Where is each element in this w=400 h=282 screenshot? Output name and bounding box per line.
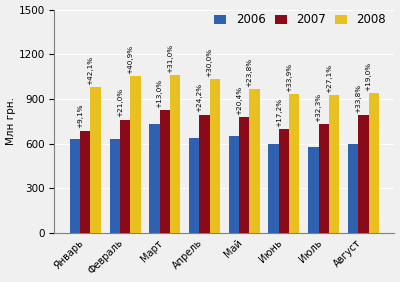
Legend: 2006, 2007, 2008: 2006, 2007, 2008 [212, 11, 388, 29]
Text: +17,2%: +17,2% [276, 97, 282, 127]
Text: +19,0%: +19,0% [366, 62, 372, 91]
Text: +13,0%: +13,0% [156, 79, 162, 108]
Bar [358, 115, 369, 233]
Text: +30,0%: +30,0% [207, 47, 213, 77]
Bar [149, 124, 160, 233]
Bar [70, 139, 80, 233]
Bar [289, 94, 300, 233]
Text: +20,4%: +20,4% [236, 85, 242, 114]
Bar [239, 117, 250, 233]
Text: +24,2%: +24,2% [196, 83, 202, 112]
Text: +31,0%: +31,0% [167, 44, 173, 73]
Bar [120, 120, 130, 233]
Bar [110, 139, 120, 233]
Text: +42,1%: +42,1% [88, 56, 94, 85]
Bar [210, 79, 220, 233]
Bar [170, 75, 180, 233]
Bar [279, 129, 289, 233]
Text: +27,1%: +27,1% [326, 63, 332, 92]
Text: +32,3%: +32,3% [316, 93, 322, 122]
Bar [308, 147, 318, 233]
Text: +9,1%: +9,1% [77, 104, 83, 128]
Text: +33,9%: +33,9% [286, 62, 292, 91]
Bar [329, 95, 339, 233]
Bar [189, 138, 199, 233]
Bar [268, 144, 279, 233]
Bar [90, 87, 101, 233]
Bar [199, 114, 210, 233]
Text: +23,8%: +23,8% [246, 58, 252, 87]
Bar [318, 124, 329, 233]
Bar [130, 76, 140, 233]
Bar [160, 110, 170, 233]
Text: +40,9%: +40,9% [127, 45, 133, 74]
Bar [250, 89, 260, 233]
Bar [229, 136, 239, 233]
Bar [369, 93, 379, 233]
Bar [80, 131, 90, 233]
Y-axis label: Млн грн.: Млн грн. [6, 97, 16, 145]
Text: +21,0%: +21,0% [117, 88, 123, 117]
Text: +33,8%: +33,8% [355, 84, 361, 113]
Bar [348, 144, 358, 233]
